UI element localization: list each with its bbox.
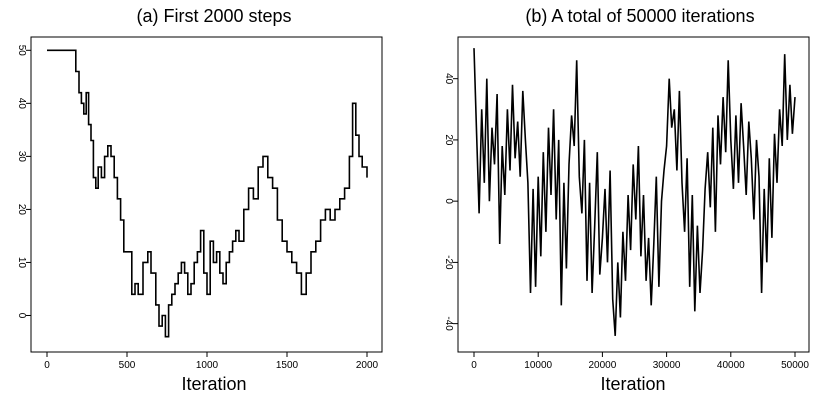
chart-b-y-tick-label: 0 <box>443 198 454 204</box>
chart-a-x-tick-label: 1000 <box>196 360 219 371</box>
chart-a-x-tick-label: 500 <box>119 360 136 371</box>
chart-b-x-tick-label: 40000 <box>717 360 745 371</box>
chart-a-y-tick-label: 10 <box>16 257 27 269</box>
chart-b-plot-frame <box>457 36 810 353</box>
chart-a-y-ticks: 0 10 20 30 40 50 <box>16 45 31 319</box>
chart-panel-a: (a) First 2000 steps 0 500 1000 1500 2000 0 1… <box>16 6 383 394</box>
chart-b-x-tick-label: 30000 <box>653 360 681 371</box>
chart-b-x-tick-label: 0 <box>471 360 477 371</box>
chart-b-x-tick-label: 10000 <box>524 360 552 371</box>
chart-a-y-tick-label: 0 <box>16 313 27 319</box>
chart-b-y-tick-label: 20 <box>443 134 454 146</box>
chart-panel-b: (b) A total of 50000 iterations 0 10000 20… <box>443 6 810 394</box>
chart-b-series-line <box>473 48 796 336</box>
chart-b-x-ticks: 0 10000 20000 30000 40000 50000 <box>471 352 809 371</box>
chart-b-x-tick-label: 50000 <box>781 360 809 371</box>
chart-b-y-tick-label: 40 <box>443 73 454 85</box>
chart-b-x-tick-label: 20000 <box>588 360 616 371</box>
chart-a-y-tick-label: 50 <box>16 45 27 57</box>
chart-b-y-tick-label: -20 <box>443 255 454 270</box>
chart-b-title: (b) A total of 50000 iterations <box>525 6 754 26</box>
chart-b-x-axis-label: Iteration <box>600 374 665 394</box>
chart-b-y-ticks: -40 -20 0 20 40 <box>443 73 458 331</box>
chart-a-x-tick-label: 2000 <box>356 360 379 371</box>
chart-a-series-line <box>47 49 368 338</box>
chart-a-title: (a) First 2000 steps <box>136 6 291 26</box>
chart-a-x-ticks: 0 500 1000 1500 2000 <box>44 352 379 371</box>
chart-a-y-tick-label: 20 <box>16 204 27 216</box>
chart-a-plot-frame <box>30 36 383 353</box>
chart-b-y-tick-label: -40 <box>443 316 454 331</box>
chart-a-y-tick-label: 40 <box>16 98 27 110</box>
chart-a-y-tick-label: 30 <box>16 151 27 163</box>
chart-a-x-tick-label: 0 <box>44 360 50 371</box>
chart-a-x-tick-label: 1500 <box>276 360 299 371</box>
chart-a-x-axis-label: Iteration <box>181 374 246 394</box>
